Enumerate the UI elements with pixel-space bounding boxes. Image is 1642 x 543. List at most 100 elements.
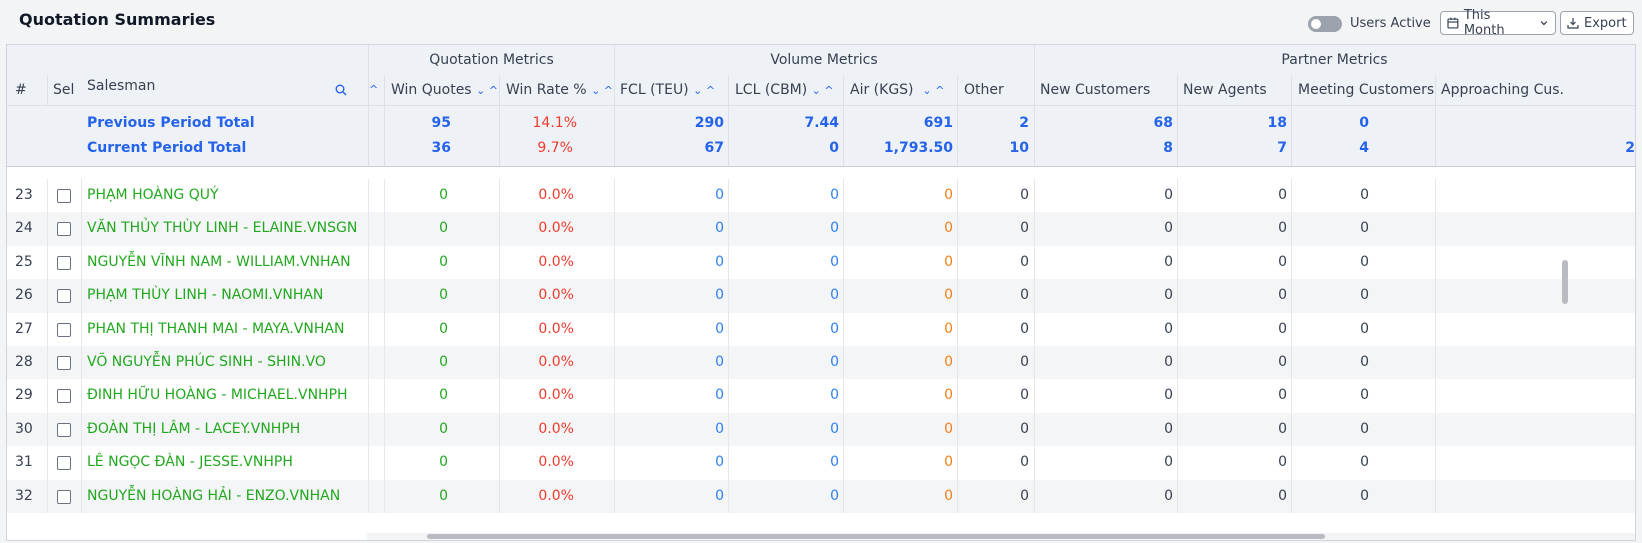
table-row[interactable]: 32 NGUYỄN HOÀNG HẢI - ENZO.VNHAN 0 0.0% 0 0 0 0…: [7, 479, 1635, 513]
cell-win-rate: 0.0%: [538, 420, 574, 437]
cell-air: 0: [944, 253, 953, 270]
salesman-name[interactable]: NGUYỄN HOÀNG HẢI - ENZO.VNHAN: [87, 487, 341, 504]
salesman-name[interactable]: VĂN THỦY THÙY LINH - ELAINE.VNSGN: [87, 220, 358, 237]
scroll-left-chevron-icon[interactable]: ^: [369, 83, 379, 96]
cell-win-rate: 0.0%: [538, 253, 574, 270]
header-other[interactable]: Other: [964, 82, 1004, 98]
calendar-icon: [1447, 17, 1459, 29]
cell-other: 0: [1020, 287, 1029, 304]
cell-meeting-customers: 0: [1360, 287, 1369, 304]
salesman-name[interactable]: PHẠM THÙY LINH - NAOMI.VNHAN: [87, 287, 324, 304]
table-row[interactable]: 24 VĂN THỦY THÙY LINH - ELAINE.VNSGN 0 0.0%…: [7, 212, 1635, 246]
header-win-quotes[interactable]: Win Quotes ⌄ ^: [391, 82, 498, 98]
header-approaching-customers[interactable]: Approaching Cus.: [1441, 82, 1565, 98]
cell-lcl: 0: [830, 454, 839, 471]
header-salesman[interactable]: Salesman: [87, 78, 156, 94]
cell-new-customers: 0: [1164, 420, 1173, 437]
table-row[interactable]: 26 PHẠM THÙY LINH - NAOMI.VNHAN 0 0.0% 0 0 0 0 0…: [7, 279, 1635, 313]
header-new-agents[interactable]: New Agents: [1183, 82, 1267, 98]
cell-new-agents: 0: [1278, 253, 1287, 270]
salesman-name[interactable]: VÕ NGUYỄN PHÚC SINH - SHIN.VO: [87, 354, 326, 370]
search-icon[interactable]: [335, 84, 347, 96]
cell-new-agents: 0: [1278, 354, 1287, 370]
cell-win-quotes: 0: [439, 387, 448, 404]
header-win-rate[interactable]: Win Rate % ⌄ ^: [506, 82, 613, 98]
header-fcl[interactable]: FCL (TEU) ⌄ ^: [620, 82, 716, 98]
row-select-checkbox[interactable]: [57, 389, 71, 404]
prev-new-agents: 18: [1267, 115, 1287, 131]
cell-other: 0: [1020, 420, 1029, 437]
vertical-scrollbar-thumb[interactable]: [1562, 260, 1568, 304]
cell-meeting-customers: 0: [1360, 454, 1369, 471]
salesman-name[interactable]: ĐOÀN THỊ LÂM - LACEY.VNHPH: [87, 420, 301, 437]
cell-fcl: 0: [715, 253, 724, 270]
cell-new-agents: 0: [1278, 387, 1287, 404]
header-air[interactable]: Air (KGS) ⌄ ^: [850, 82, 945, 98]
row-number: 31: [15, 454, 33, 471]
sort-icon[interactable]: ⌄ ^: [693, 84, 716, 97]
row-number: 28: [15, 354, 33, 370]
salesman-name[interactable]: PHAN THỊ THANH MAI - MAYA.VNHAN: [87, 320, 345, 337]
curr-new-customers: 8: [1163, 140, 1173, 156]
curr-lcl: 0: [829, 140, 839, 156]
row-select-checkbox[interactable]: [57, 322, 71, 337]
cell-air: 0: [944, 387, 953, 404]
table-row[interactable]: 28 VÕ NGUYỄN PHÚC SINH - SHIN.VO 0 0.0% 0 0 0 0…: [7, 346, 1635, 380]
cell-lcl: 0: [830, 287, 839, 304]
row-number: 25: [15, 253, 33, 270]
cell-other: 0: [1020, 454, 1029, 471]
curr-win-quotes: 36: [431, 140, 451, 156]
salesman-name[interactable]: ĐINH HỮU HOÀNG - MICHAEL.VNHPH: [87, 387, 348, 404]
cell-new-agents: 0: [1278, 320, 1287, 337]
page-title: Quotation Summaries: [19, 10, 216, 29]
cell-air: 0: [944, 487, 953, 504]
salesman-name[interactable]: NGUYỄN VĨNH NAM - WILLIAM.VNHAN: [87, 253, 351, 270]
table-row[interactable]: 30 ĐOÀN THỊ LÂM - LACEY.VNHPH 0 0.0% 0 0 0 0 0 0 0: [7, 412, 1635, 447]
table-row[interactable]: 31 LÊ NGỌC ĐÀN - JESSE.VNHPH 0 0.0% 0 0 0 0 0 0 0: [7, 446, 1635, 480]
row-select-checkbox[interactable]: [57, 422, 71, 437]
row-select-checkbox[interactable]: [57, 255, 71, 270]
table-row[interactable]: 23 PHẠM HOÀNG QUÝ 0 0.0% 0 0 0 0 0 0 0: [7, 179, 1635, 213]
users-active-toggle[interactable]: [1308, 16, 1342, 32]
row-number: 27: [15, 320, 33, 337]
table-row[interactable]: 29 ĐINH HỮU HOÀNG - MICHAEL.VNHPH 0 0.0% 0 0 0…: [7, 379, 1635, 413]
period-dropdown[interactable]: This Month: [1440, 8, 1556, 38]
prev-win-rate: 14.1%: [532, 115, 577, 131]
salesman-name[interactable]: PHẠM HOÀNG QUÝ: [87, 187, 219, 203]
cell-win-rate: 0.0%: [538, 187, 574, 203]
horizontal-scrollbar-thumb[interactable]: [427, 534, 1325, 539]
cell-win-rate: 0.0%: [538, 220, 574, 237]
sort-icon[interactable]: ⌄ ^: [922, 84, 945, 97]
export-button[interactable]: Export: [1560, 11, 1634, 35]
header-select[interactable]: Sel: [53, 82, 75, 98]
cell-other: 0: [1020, 487, 1029, 504]
cell-air: 0: [944, 420, 953, 437]
sort-icon[interactable]: ⌄ ^: [476, 84, 498, 97]
row-select-checkbox[interactable]: [57, 356, 71, 370]
sort-icon[interactable]: ⌄ ^: [811, 84, 834, 97]
row-select-checkbox[interactable]: [57, 289, 71, 304]
row-select-checkbox[interactable]: [57, 456, 71, 471]
header-lcl[interactable]: LCL (CBM) ⌄ ^: [735, 82, 834, 98]
cell-meeting-customers: 0: [1360, 187, 1369, 203]
cell-fcl: 0: [715, 454, 724, 471]
row-select-checkbox[interactable]: [57, 489, 71, 504]
row-select-checkbox[interactable]: [57, 189, 71, 203]
period-label: This Month: [1463, 8, 1505, 38]
curr-fcl: 67: [704, 140, 724, 156]
cell-meeting-customers: 0: [1360, 253, 1369, 270]
cell-other: 0: [1020, 320, 1029, 337]
cell-air: 0: [944, 220, 953, 237]
cell-new-customers: 0: [1164, 354, 1173, 370]
row-select-checkbox[interactable]: [57, 222, 71, 237]
cell-other: 0: [1020, 253, 1029, 270]
header-new-customers[interactable]: New Customers: [1040, 82, 1151, 98]
sort-icon[interactable]: ⌄ ^: [591, 84, 613, 97]
salesman-name[interactable]: LÊ NGỌC ĐÀN - JESSE.VNHPH: [87, 454, 293, 471]
header-meeting-customers[interactable]: Meeting Customers: [1298, 82, 1435, 98]
table-row[interactable]: 25 NGUYỄN VĨNH NAM - WILLIAM.VNHAN 0 0.0% 0 0…: [7, 245, 1635, 280]
cell-fcl: 0: [715, 354, 724, 370]
quotation-summary-table: Quotation Metrics Volume Metrics Partner…: [6, 44, 1636, 541]
table-row[interactable]: 27 PHAN THỊ THANH MAI - MAYA.VNHAN 0 0.0% 0 0…: [7, 312, 1635, 346]
prev-air: 691: [923, 115, 953, 131]
